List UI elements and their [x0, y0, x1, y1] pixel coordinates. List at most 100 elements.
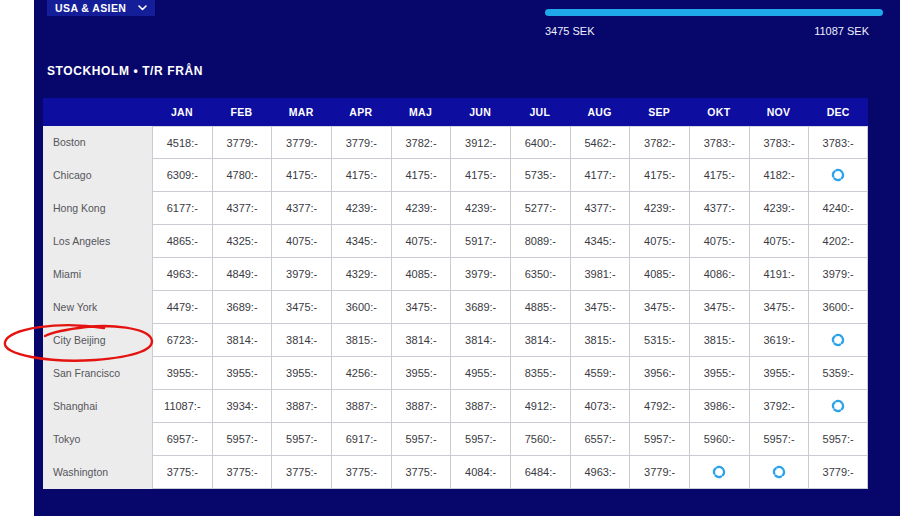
- price-cell[interactable]: 3475:-: [570, 291, 630, 324]
- price-cell[interactable]: 4239:-: [391, 192, 451, 225]
- price-cell[interactable]: 4479:-: [152, 291, 212, 324]
- price-cell[interactable]: 4075:-: [271, 225, 331, 258]
- price-cell[interactable]: 5315:-: [629, 324, 689, 357]
- price-cell[interactable]: 8355:-: [510, 357, 570, 390]
- price-cell[interactable]: 3783:-: [808, 126, 868, 159]
- price-cell[interactable]: 3775:-: [331, 456, 391, 489]
- price-slider-track[interactable]: [545, 9, 883, 16]
- price-cell[interactable]: 4792:-: [629, 390, 689, 423]
- price-cell[interactable]: 3979:-: [450, 258, 510, 291]
- price-cell[interactable]: 5957:-: [391, 423, 451, 456]
- price-cell[interactable]: 3979:-: [808, 258, 868, 291]
- price-cell[interactable]: 3956:-: [629, 357, 689, 390]
- price-cell[interactable]: 3815:-: [570, 324, 630, 357]
- price-cell[interactable]: 3887:-: [331, 390, 391, 423]
- price-cell[interactable]: 11087:-: [152, 390, 212, 423]
- price-cell[interactable]: 3887:-: [271, 390, 331, 423]
- price-cell[interactable]: 4329:-: [331, 258, 391, 291]
- price-cell[interactable]: 3955:-: [212, 357, 272, 390]
- price-cell[interactable]: 4377:-: [212, 192, 272, 225]
- price-cell[interactable]: 4175:-: [331, 159, 391, 192]
- price-cell[interactable]: 4955:-: [450, 357, 510, 390]
- price-cell[interactable]: 6723:-: [152, 324, 212, 357]
- price-cell[interactable]: 3782:-: [391, 126, 451, 159]
- price-cell[interactable]: 4849:-: [212, 258, 272, 291]
- price-cell[interactable]: 3475:-: [689, 291, 749, 324]
- price-cell[interactable]: 3815:-: [331, 324, 391, 357]
- price-cell[interactable]: 6957:-: [152, 423, 212, 456]
- price-cell[interactable]: 4518:-: [152, 126, 212, 159]
- price-cell[interactable]: 8089:-: [510, 225, 570, 258]
- price-cell[interactable]: 3779:-: [808, 456, 868, 489]
- price-cell[interactable]: 5960:-: [689, 423, 749, 456]
- price-cell[interactable]: 4075:-: [629, 225, 689, 258]
- price-cell[interactable]: 4963:-: [570, 456, 630, 489]
- price-cell[interactable]: 3981:-: [570, 258, 630, 291]
- price-cell[interactable]: 4175:-: [391, 159, 451, 192]
- price-cell[interactable]: 4084:-: [450, 456, 510, 489]
- price-cell[interactable]: 3887:-: [391, 390, 451, 423]
- price-cell[interactable]: 3814:-: [212, 324, 272, 357]
- price-cell[interactable]: 4239:-: [331, 192, 391, 225]
- price-cell[interactable]: 6309:-: [152, 159, 212, 192]
- price-cell[interactable]: 3815:-: [689, 324, 749, 357]
- price-cell[interactable]: 6484:-: [510, 456, 570, 489]
- price-cell[interactable]: 3600:-: [808, 291, 868, 324]
- price-cell[interactable]: 4780:-: [212, 159, 272, 192]
- price-cell[interactable]: 4175:-: [629, 159, 689, 192]
- price-cell[interactable]: 4191:-: [749, 258, 809, 291]
- price-cell[interactable]: 6917:-: [331, 423, 391, 456]
- price-cell[interactable]: 3779:-: [331, 126, 391, 159]
- price-cell[interactable]: 3475:-: [629, 291, 689, 324]
- price-cell[interactable]: 5957:-: [808, 423, 868, 456]
- price-cell[interactable]: 3775:-: [212, 456, 272, 489]
- price-cell[interactable]: 4963:-: [152, 258, 212, 291]
- price-cell[interactable]: 5957:-: [629, 423, 689, 456]
- price-cell[interactable]: 3986:-: [689, 390, 749, 423]
- price-cell[interactable]: 3955:-: [271, 357, 331, 390]
- price-cell[interactable]: 4075:-: [689, 225, 749, 258]
- price-cell[interactable]: 4559:-: [570, 357, 630, 390]
- price-cell[interactable]: 5917:-: [450, 225, 510, 258]
- price-cell[interactable]: 4377:-: [570, 192, 630, 225]
- price-cell[interactable]: 4325:-: [212, 225, 272, 258]
- price-cell[interactable]: 3814:-: [510, 324, 570, 357]
- price-cell[interactable]: 3779:-: [212, 126, 272, 159]
- price-cell[interactable]: 3887:-: [450, 390, 510, 423]
- price-cell[interactable]: 4075:-: [391, 225, 451, 258]
- price-cell[interactable]: 4885:-: [510, 291, 570, 324]
- price-cell[interactable]: 3979:-: [271, 258, 331, 291]
- price-cell[interactable]: 4182:-: [749, 159, 809, 192]
- price-cell[interactable]: 4239:-: [749, 192, 809, 225]
- price-cell[interactable]: 4239:-: [450, 192, 510, 225]
- price-cell[interactable]: 3779:-: [629, 456, 689, 489]
- price-cell[interactable]: 5462:-: [570, 126, 630, 159]
- price-cell[interactable]: 6400:-: [510, 126, 570, 159]
- price-cell[interactable]: 3782:-: [629, 126, 689, 159]
- price-cell[interactable]: 4085:-: [629, 258, 689, 291]
- price-cell[interactable]: 4175:-: [271, 159, 331, 192]
- price-cell[interactable]: 3775:-: [152, 456, 212, 489]
- price-cell[interactable]: 3689:-: [212, 291, 272, 324]
- price-cell[interactable]: 3779:-: [271, 126, 331, 159]
- price-cell[interactable]: 3600:-: [331, 291, 391, 324]
- price-cell[interactable]: 5957:-: [212, 423, 272, 456]
- price-cell[interactable]: 4345:-: [331, 225, 391, 258]
- region-dropdown[interactable]: USA & ASIEN: [47, 0, 155, 16]
- price-cell[interactable]: 4175:-: [689, 159, 749, 192]
- price-cell[interactable]: 3792:-: [749, 390, 809, 423]
- price-cell[interactable]: 4202:-: [808, 225, 868, 258]
- price-cell[interactable]: 3814:-: [391, 324, 451, 357]
- price-cell[interactable]: 3934:-: [212, 390, 272, 423]
- price-cell[interactable]: 5735:-: [510, 159, 570, 192]
- price-cell[interactable]: 3475:-: [271, 291, 331, 324]
- price-cell[interactable]: 4086:-: [689, 258, 749, 291]
- price-cell[interactable]: 3955:-: [152, 357, 212, 390]
- price-cell[interactable]: 5277:-: [510, 192, 570, 225]
- price-cell[interactable]: 4073:-: [570, 390, 630, 423]
- price-cell[interactable]: 4256:-: [331, 357, 391, 390]
- price-cell[interactable]: 3475:-: [749, 291, 809, 324]
- price-cell[interactable]: 3775:-: [391, 456, 451, 489]
- price-cell[interactable]: 3475:-: [391, 291, 451, 324]
- price-cell[interactable]: 4239:-: [629, 192, 689, 225]
